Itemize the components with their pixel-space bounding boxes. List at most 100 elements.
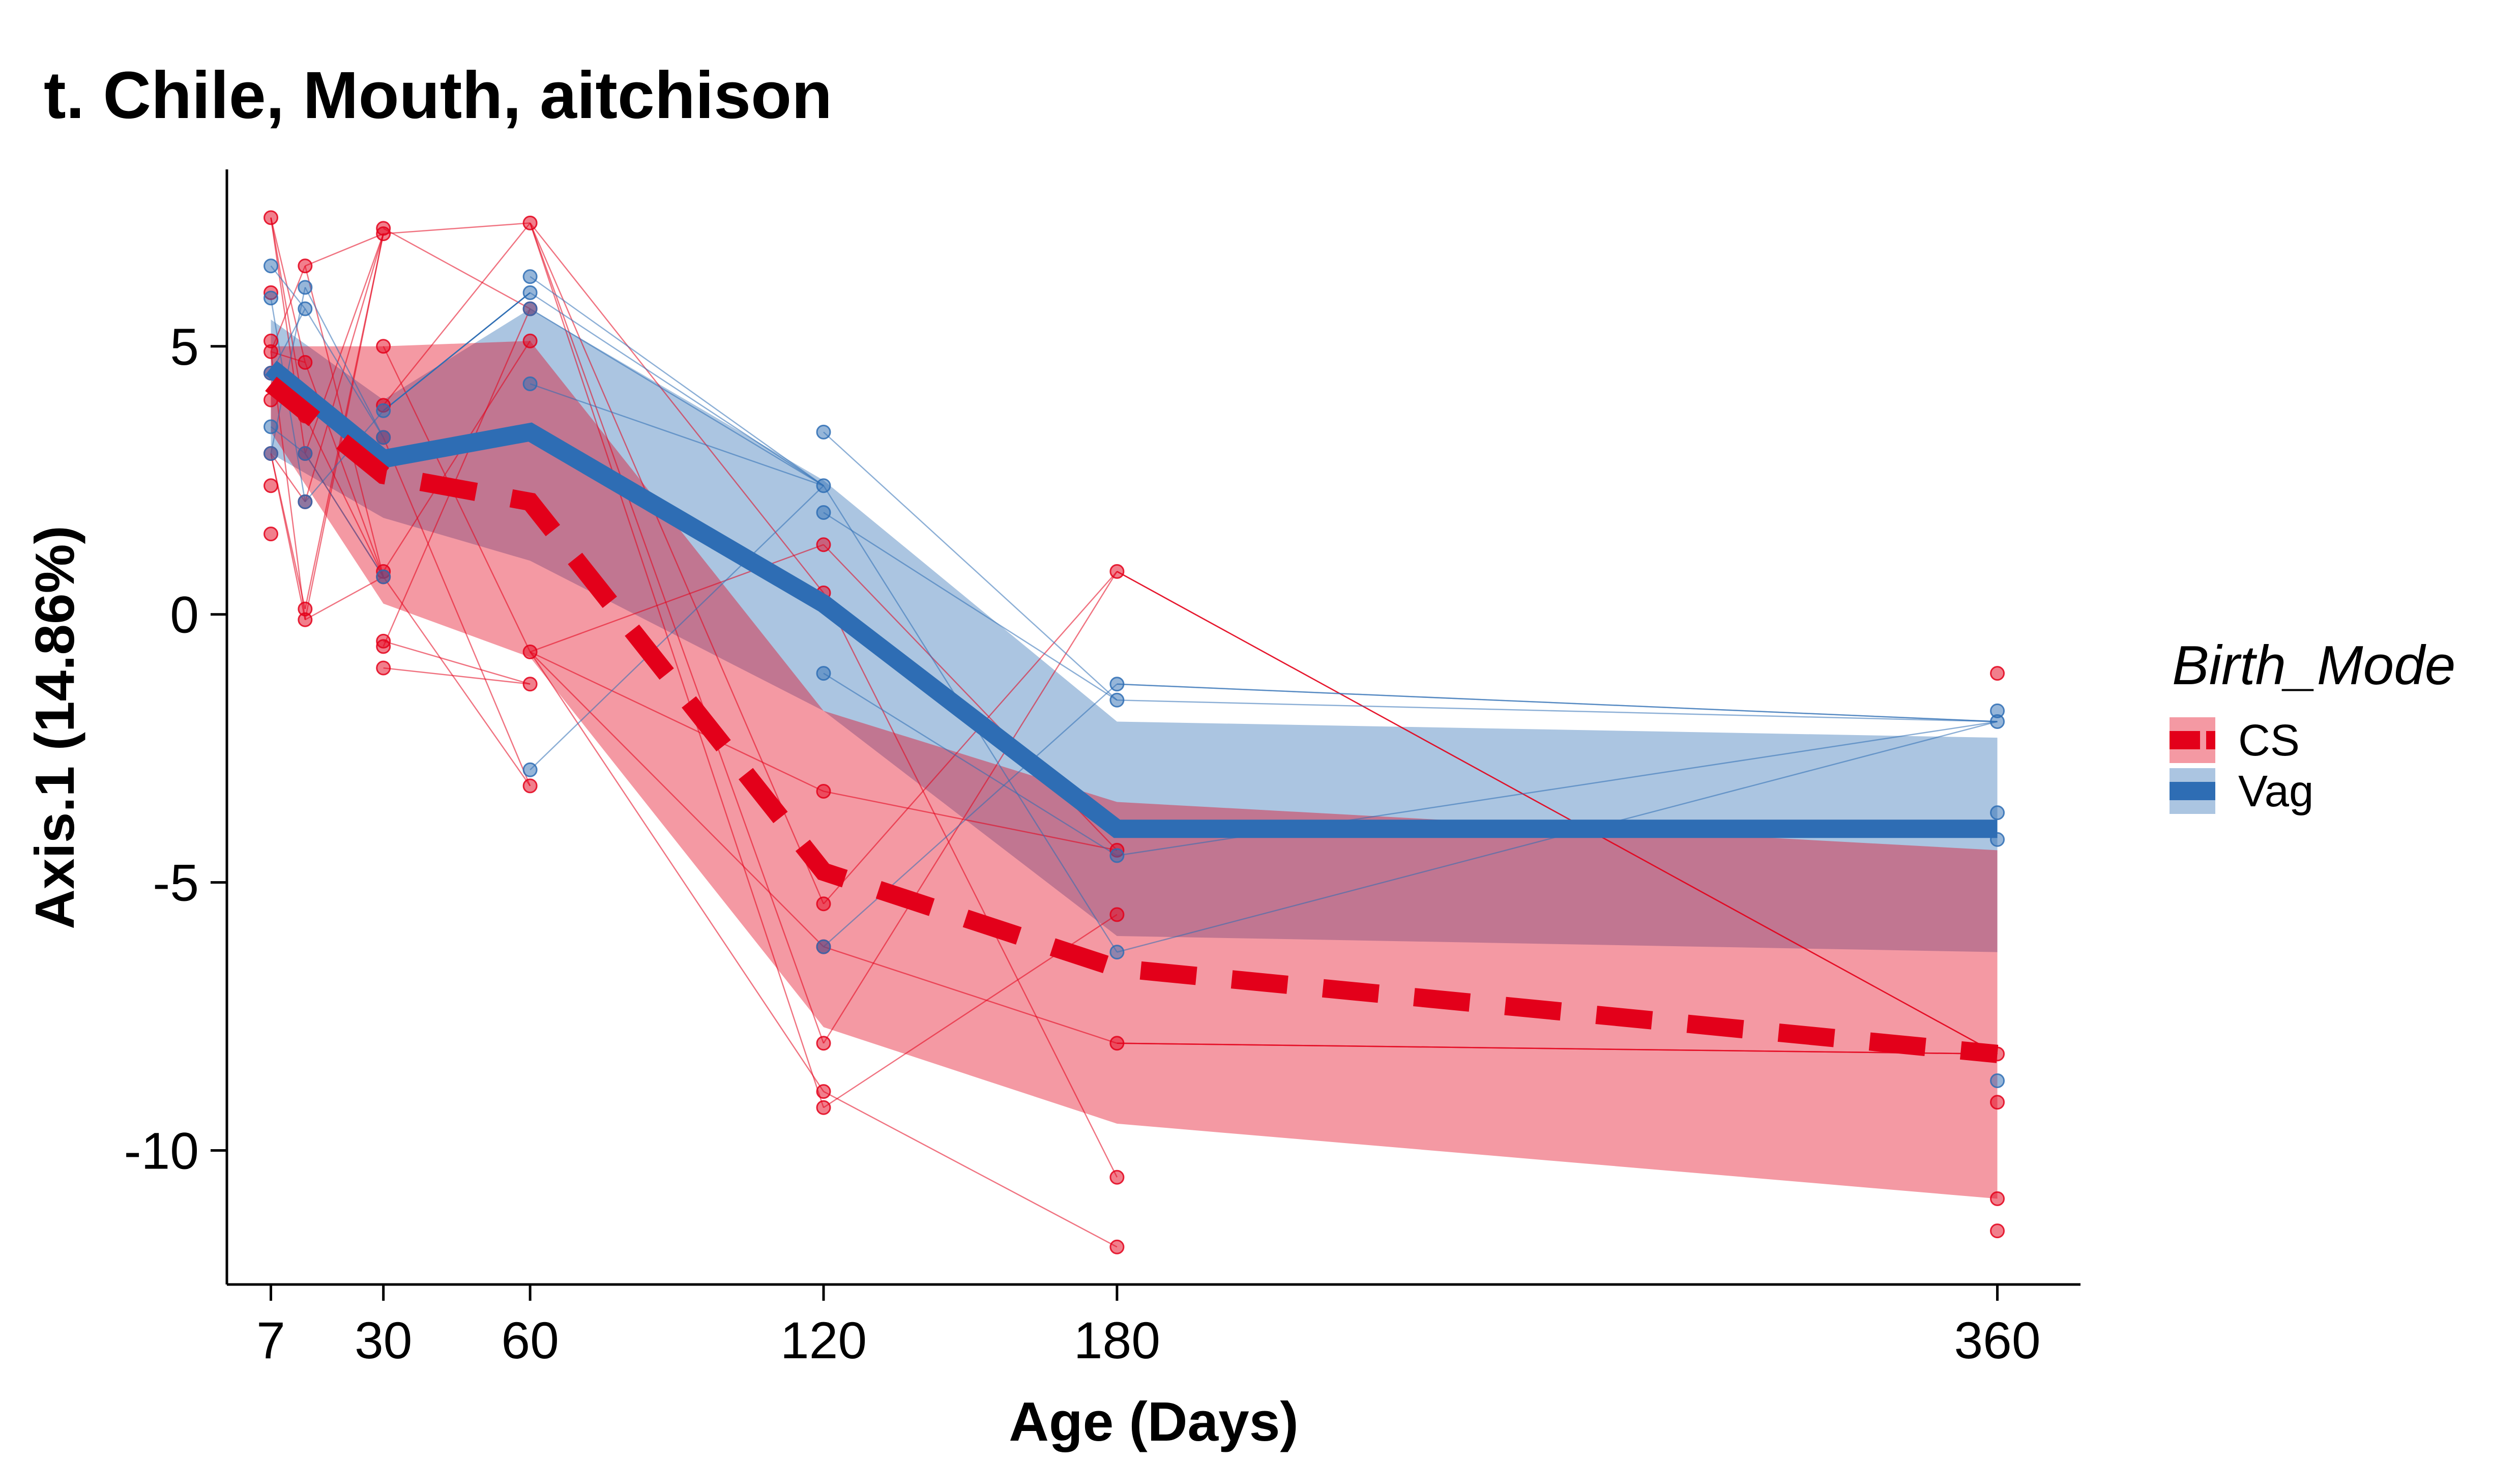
subject-line-cs [304, 233, 384, 502]
data-point-vag [376, 569, 391, 585]
subject-line-cs [823, 592, 1118, 1178]
x-tick-label: 360 [1954, 1311, 2040, 1369]
subject-line-cs [383, 340, 531, 572]
subject-line-cs [530, 651, 824, 947]
data-point-cs [522, 333, 538, 348]
y-tick-label: -10 [124, 1122, 199, 1180]
data-point-cs [1109, 1170, 1125, 1185]
subject-line-cs [1117, 571, 1998, 1055]
subject-line-cs [383, 346, 531, 653]
subject-line-cs [823, 571, 1118, 904]
data-points [263, 210, 2005, 1254]
subject-line-vag [823, 431, 1118, 701]
subject-line-vag [1117, 683, 1998, 722]
data-point-vag [263, 419, 279, 434]
data-point-cs [816, 896, 831, 912]
data-point-vag [1109, 945, 1125, 960]
data-point-vag [816, 478, 831, 493]
data-point-vag [522, 285, 538, 300]
subject-line-vag [383, 292, 531, 412]
subject-line-cs [823, 571, 1118, 1044]
data-point-vag [1109, 848, 1125, 863]
chart-title: t. Chile, Mouth, aitchison [44, 57, 832, 132]
data-point-vag [263, 446, 279, 461]
data-point-cs [263, 210, 279, 225]
subject-line-vag [530, 383, 824, 486]
data-point-vag [522, 376, 538, 392]
ribbons [271, 309, 1998, 1199]
ribbon-cs [271, 341, 1998, 1199]
data-point-vag [298, 494, 313, 509]
legend-label-cs: CS [2238, 716, 2300, 765]
subject-line-cs [823, 946, 1118, 1044]
legend-label-vag: Vag [2238, 767, 2313, 816]
data-point-vag [376, 403, 391, 418]
data-point-cs [298, 258, 313, 274]
subject-line-cs [383, 308, 531, 647]
subject-line-vag [1117, 699, 1998, 722]
data-point-cs [1109, 907, 1125, 922]
data-point-cs [522, 215, 538, 230]
subject-line-cs [529, 222, 825, 1108]
data-point-cs [1109, 1239, 1125, 1254]
plot-area [263, 210, 2005, 1254]
data-point-vag [1109, 692, 1125, 708]
subject-line-vag [304, 410, 384, 503]
subject-line-vag [304, 453, 384, 577]
subject-line-vag [304, 287, 384, 438]
subject-line-vag [823, 673, 1118, 856]
subject-line-cs [530, 544, 824, 653]
subject-line-cs [823, 1091, 1118, 1248]
x-tick-label: 30 [355, 1311, 412, 1369]
y-tick-label: -5 [153, 854, 199, 912]
data-point-vag [1990, 805, 2005, 821]
subject-line-vag [823, 512, 1118, 701]
mean-lines [265, 360, 1999, 1063]
x-tick-label: 120 [780, 1311, 867, 1369]
subject-line-cs [530, 222, 824, 594]
data-point-cs [1990, 1223, 2005, 1239]
data-point-cs [376, 660, 391, 676]
data-point-vag [522, 301, 538, 316]
subject-line-cs [383, 437, 531, 786]
subject-line-vag [304, 308, 384, 438]
x-tick-label: 7 [256, 1311, 285, 1369]
x-tick-label: 180 [1074, 1311, 1160, 1369]
data-point-cs [376, 226, 391, 241]
subject-line-vag [530, 292, 824, 486]
data-point-cs [376, 339, 391, 354]
subject-line-cs [270, 453, 306, 503]
subject-line-cs [305, 233, 384, 267]
data-point-cs [816, 537, 831, 552]
subject-line-cs [270, 217, 306, 363]
x-axis-ticks: 7 30 60 120 180 360 [256, 1284, 2041, 1369]
data-point-cs [816, 783, 831, 799]
x-axis-title: Age (Days) [1009, 1391, 1298, 1453]
data-point-cs [1990, 666, 2005, 681]
subject-line-vag [530, 276, 824, 486]
subject-line-cs [383, 576, 531, 786]
subject-line-cs [529, 222, 825, 904]
subject-line-cs [530, 651, 825, 1092]
data-point-cs [816, 1084, 831, 1099]
subject-line-vag [270, 265, 306, 309]
data-point-vag [522, 762, 538, 777]
data-point-vag [298, 446, 313, 461]
subject-line-cs [823, 791, 1118, 851]
data-point-cs [1109, 1036, 1125, 1051]
legend-title: Birth_Mode [2172, 634, 2455, 696]
data-point-vag [1109, 677, 1125, 692]
data-point-cs [1990, 1095, 2005, 1110]
data-point-cs [522, 778, 538, 794]
data-point-vag [298, 301, 313, 316]
subject-line-cs [304, 416, 384, 577]
subject-line-cs [305, 576, 384, 621]
subject-line-cs [529, 222, 825, 1044]
data-point-cs [263, 344, 279, 359]
ribbon-vag [271, 309, 1998, 952]
y-tick-label: 5 [170, 318, 199, 376]
y-axis-title: Axis.1 (14.86%) [24, 525, 86, 929]
data-point-cs [1990, 1191, 2005, 1206]
